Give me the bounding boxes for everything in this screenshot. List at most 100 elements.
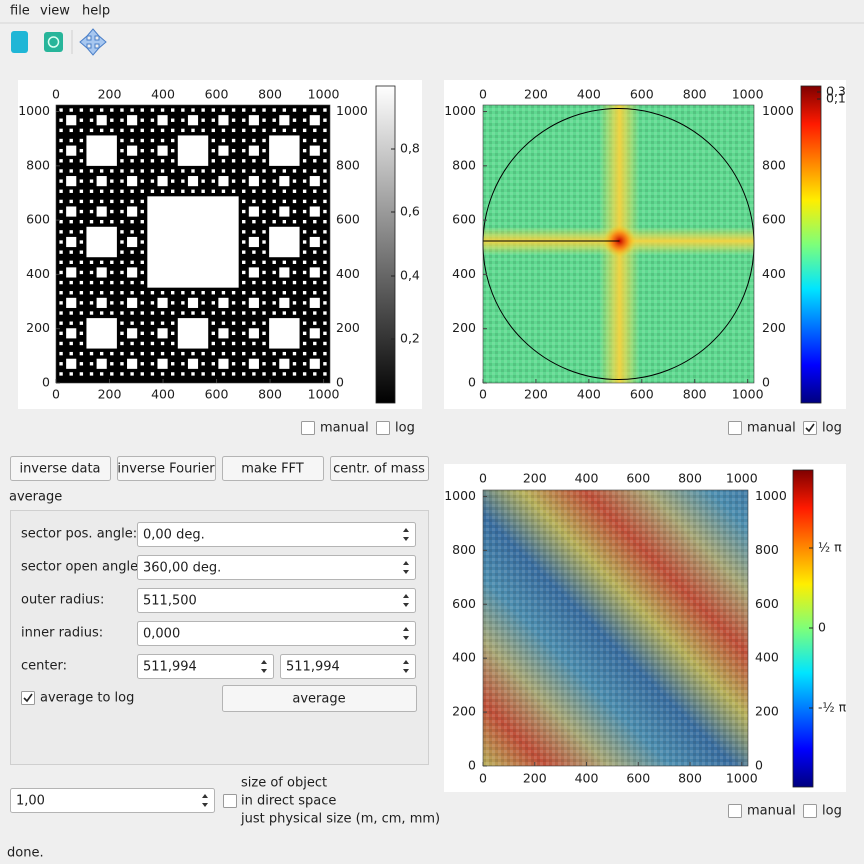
spin-down[interactable]: [403, 636, 409, 640]
image-pixel-block: [66, 297, 77, 308]
image-pixel-block: [127, 267, 138, 278]
checkbox[interactable]: [803, 804, 817, 818]
button-label[interactable]: centr. of mass: [333, 462, 425, 477]
image-pixel-block: [282, 260, 287, 264]
image-pixel-block: [59, 189, 63, 193]
field-value[interactable]: 360,00 deg.: [143, 561, 221, 576]
checkbox[interactable]: [21, 691, 35, 705]
y-tick-label: 1000: [336, 103, 368, 118]
image-pixel-block: [211, 108, 215, 112]
x-tick-label: 400: [575, 471, 599, 486]
image-pixel-block: [242, 270, 246, 275]
field-value[interactable]: 0,000: [143, 627, 180, 642]
button[interactable]: [330, 456, 429, 481]
image-pixel-block: [302, 230, 307, 234]
image-pixel-block: [252, 108, 256, 112]
button[interactable]: [222, 685, 417, 712]
image-pixel-block: [69, 260, 73, 264]
field-value[interactable]: 1,00: [16, 794, 45, 809]
spin-up[interactable]: [403, 594, 409, 598]
menu-item[interactable]: file: [10, 4, 30, 19]
image-pixel-block: [171, 138, 175, 143]
spin-box[interactable]: [137, 588, 416, 613]
spin-box[interactable]: [137, 522, 416, 547]
image-pixel-block: [69, 321, 73, 325]
field-value[interactable]: 511,994: [143, 660, 197, 675]
image-pixel-block: [130, 291, 134, 295]
spin-down[interactable]: [403, 537, 409, 541]
y-tick-label: 800: [762, 157, 786, 172]
checkbox[interactable]: [223, 794, 237, 808]
spin-up[interactable]: [202, 794, 208, 798]
spin-up[interactable]: [403, 660, 409, 664]
image-pixel-block: [242, 331, 246, 336]
tool-icon[interactable]: [44, 32, 63, 52]
checkbox[interactable]: [376, 421, 390, 435]
checkbox-label[interactable]: average to log: [40, 691, 134, 706]
y-tick-label: 0: [336, 375, 344, 390]
spin-down[interactable]: [202, 803, 208, 807]
button-label[interactable]: make FFT: [241, 462, 304, 477]
y-tick-label: 0: [762, 375, 770, 390]
y-tick-label: 0: [468, 375, 476, 390]
spin-box[interactable]: [10, 788, 215, 813]
image-pixel-block: [313, 250, 317, 254]
image-pixel-block: [242, 372, 246, 376]
image-pixel-block: [248, 206, 259, 217]
spin-down[interactable]: [403, 570, 409, 574]
checkbox-label[interactable]: log: [395, 421, 415, 436]
menu-item[interactable]: help: [82, 4, 110, 19]
spin-down[interactable]: [403, 603, 409, 607]
image-pixel-block: [211, 301, 215, 305]
checkbox[interactable]: [728, 421, 742, 435]
spin-up[interactable]: [403, 561, 409, 565]
button[interactable]: [10, 456, 111, 481]
image-pixel-block: [130, 311, 134, 315]
spin-up[interactable]: [403, 528, 409, 532]
field-value[interactable]: 511,500: [143, 594, 197, 609]
image-pixel-block: [323, 280, 327, 285]
image-pixel-block: [79, 199, 84, 204]
image-pixel-block: [66, 236, 77, 248]
button-label[interactable]: inverse data: [19, 462, 100, 477]
spin-box[interactable]: [137, 654, 274, 679]
image-pixel-block: [59, 321, 63, 325]
image-pixel-block: [279, 297, 290, 308]
field-value[interactable]: 511,994: [286, 660, 340, 675]
image-pixel-block: [59, 148, 63, 153]
tool-icon[interactable]: [11, 31, 28, 53]
image-pixel-block: [59, 220, 63, 224]
checkbox[interactable]: [728, 804, 742, 818]
image-pixel-block: [66, 145, 77, 156]
spin-up[interactable]: [403, 627, 409, 631]
image-pixel-block: [242, 311, 246, 315]
checkbox-label[interactable]: log: [822, 421, 842, 436]
checkbox-label[interactable]: manual: [320, 421, 369, 436]
image-pixel-block: [282, 220, 287, 224]
y-tick-label: 200: [762, 320, 786, 335]
menu-item[interactable]: view: [40, 4, 70, 19]
button[interactable]: [117, 456, 216, 481]
checkbox-label[interactable]: manual: [747, 421, 796, 436]
image-pixel-block: [127, 358, 138, 369]
field-value[interactable]: 0,00 deg.: [143, 528, 205, 543]
spin-up[interactable]: [261, 660, 267, 664]
checkbox[interactable]: [803, 421, 817, 435]
button[interactable]: [222, 456, 324, 481]
spin-box[interactable]: [280, 654, 416, 679]
checkbox[interactable]: [301, 421, 315, 435]
image-pixel-block: [140, 351, 144, 356]
field-label: sector pos. angle:: [21, 527, 137, 542]
spin-box[interactable]: [137, 555, 416, 580]
spin-down[interactable]: [261, 669, 267, 673]
button-label[interactable]: inverse Fourier: [117, 462, 215, 477]
image-pixel-block: [252, 351, 256, 356]
button-label[interactable]: average: [292, 692, 345, 707]
image-pixel-block: [89, 169, 94, 173]
tool-icon[interactable]: [79, 28, 107, 56]
spin-down[interactable]: [403, 669, 409, 673]
spin-box[interactable]: [137, 621, 416, 646]
checkbox-label[interactable]: log: [822, 804, 842, 819]
image-pixel-block: [302, 118, 307, 122]
checkbox-label[interactable]: manual: [747, 804, 796, 819]
